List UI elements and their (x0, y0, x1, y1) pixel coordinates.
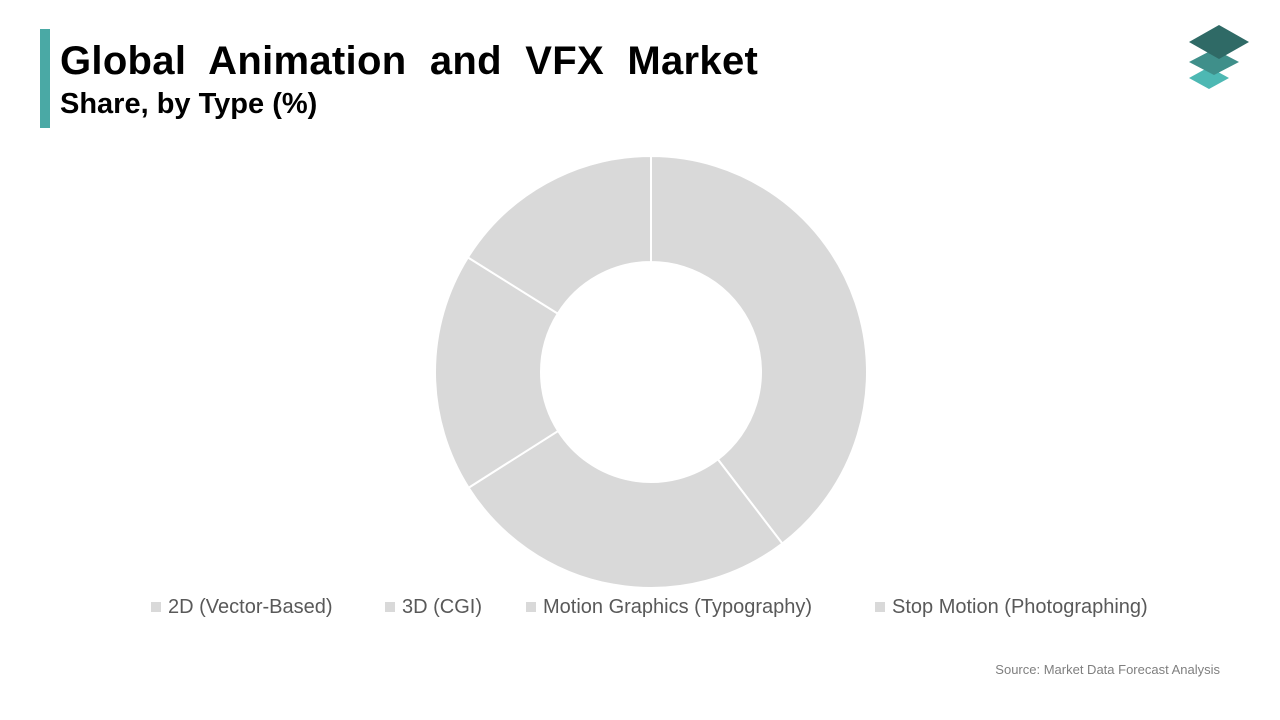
legend-label: Motion Graphics (Typography) (543, 595, 813, 618)
logo-layer-middle (1189, 49, 1239, 75)
source-note: Source: Market Data Forecast Analysis (995, 662, 1220, 677)
legend-swatch (385, 602, 395, 612)
legend-swatch (151, 602, 161, 612)
title-accent-bar (40, 29, 50, 128)
chart-subtitle: Share, by Type (%) (60, 88, 318, 120)
legend-item: 3D (CGI) (385, 592, 482, 622)
donut-slice-2 (467, 429, 784, 589)
legend-item: Stop Motion (Photographing) (875, 592, 1148, 622)
logo-layer-top (1189, 25, 1249, 59)
stacked-layers-logo-icon (1189, 25, 1249, 89)
chart-legend: 2D (Vector-Based) 3D (CGI) Motion Graphics… (0, 592, 1280, 622)
legend-swatch (875, 602, 885, 612)
legend-item: Motion Graphics (Typography) (526, 592, 812, 622)
donut-slice-3 (434, 256, 560, 490)
legend-item: 2D (Vector-Based) (151, 592, 333, 622)
legend-label: 3D (CGI) (402, 595, 482, 618)
logo-layer-bottom (1189, 67, 1229, 89)
donut-slice-4 (466, 154, 652, 316)
legend-label: Stop Motion (Photographing) (892, 595, 1148, 618)
donut-slice-1 (650, 154, 868, 545)
legend-swatch (526, 602, 536, 612)
legend-label: 2D (Vector-Based) (168, 595, 333, 618)
chart-title: Global Animation and VFX Market (60, 39, 759, 83)
